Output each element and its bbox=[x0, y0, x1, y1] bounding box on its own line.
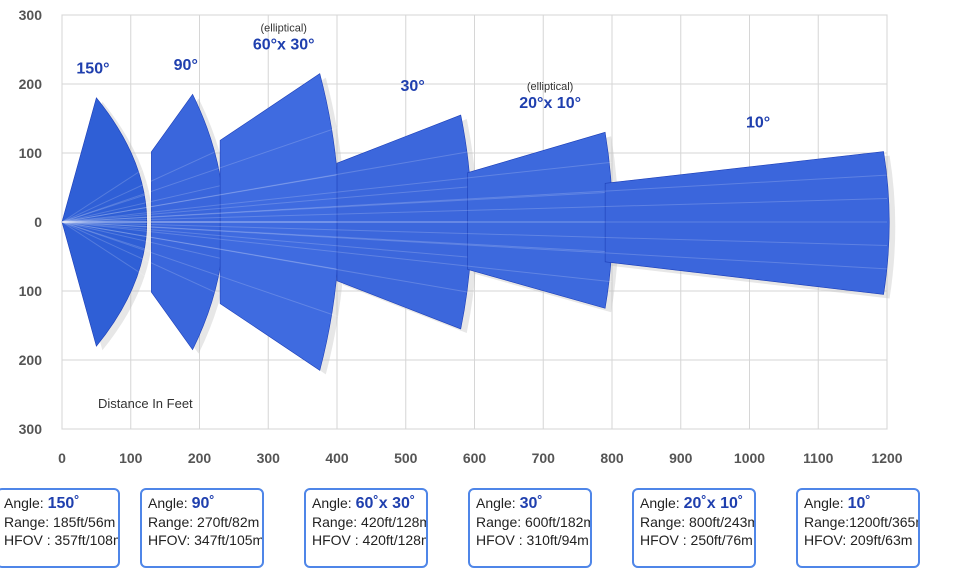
card-range: Range: 600ft/182m bbox=[476, 514, 592, 530]
spec-card-2: Angle: 60˚x 30˚ Range: 420ft/128m HFOV : 4… bbox=[304, 488, 428, 568]
x-axis: 0 100 200 300 400 500 600 700 800 900 1000 1100 1200 bbox=[58, 450, 903, 466]
x-tick-label: 100 bbox=[119, 450, 143, 466]
card-angle-value: 20˚x 10˚ bbox=[683, 495, 744, 512]
y-tick-label: 0 bbox=[34, 214, 42, 230]
beam-ray bbox=[61, 221, 888, 246]
card-angle-value: 150˚ bbox=[47, 495, 80, 512]
card-range: Range: 420ft/128m bbox=[312, 514, 428, 530]
card-angle-value: 90˚ bbox=[191, 495, 215, 512]
spec-card-0: Angle: 150˚ Range: 185ft/56m HFOV : 357ft/… bbox=[0, 488, 120, 568]
card-hfov: HFOV : 357ft/108m bbox=[4, 532, 120, 548]
x-tick-label: 400 bbox=[325, 450, 349, 466]
x-tick-label: 300 bbox=[257, 450, 281, 466]
card-angle-prefix: Angle: bbox=[804, 495, 848, 511]
card-angle: Angle: 150˚ bbox=[4, 494, 112, 513]
card-range: Range: 800ft/243m bbox=[640, 514, 756, 530]
card-angle-value: 30˚ bbox=[519, 495, 543, 512]
card-hfov: HFOV : 250ft/76m bbox=[640, 532, 753, 548]
x-tick-label: 800 bbox=[600, 450, 624, 466]
card-hfov: HFOV : 310ft/94m bbox=[476, 532, 589, 548]
beam-ray bbox=[61, 221, 475, 259]
beam-ray bbox=[61, 221, 351, 322]
card-angle: Angle: 90˚ bbox=[148, 494, 256, 513]
x-tick-label: 1000 bbox=[734, 450, 765, 466]
y-axis: 300 200 100 0 100 200 300 bbox=[19, 7, 43, 437]
card-range: Range:1200ft/365m bbox=[804, 514, 920, 530]
x-tick-label: 1200 bbox=[871, 450, 902, 466]
spec-card-1: Angle: 90˚ Range: 270ft/82m HFOV: 347ft/10… bbox=[140, 488, 264, 568]
beam-ray bbox=[61, 178, 248, 223]
beam-shapes bbox=[61, 73, 896, 375]
x-tick-label: 600 bbox=[463, 450, 487, 466]
beam-label-1: 90° bbox=[174, 57, 198, 74]
beam-label-3: 30° bbox=[401, 78, 425, 95]
card-angle-prefix: Angle: bbox=[640, 495, 684, 511]
x-tick-label: 200 bbox=[188, 450, 212, 466]
beam-5 bbox=[604, 151, 890, 295]
beam-ray bbox=[61, 136, 248, 223]
beam-ray bbox=[61, 150, 475, 223]
beam-label-4: 20°x 10° bbox=[519, 95, 581, 112]
x-tick-label: 700 bbox=[532, 450, 556, 466]
card-angle: Angle: 20˚x 10˚ bbox=[640, 494, 748, 513]
spec-card-4: Angle: 20˚x 10˚ Range: 800ft/243m HFOV : 2… bbox=[632, 488, 756, 568]
card-hfov: HFOV: 209ft/63m bbox=[804, 532, 913, 548]
card-angle-prefix: Angle: bbox=[476, 495, 520, 511]
beam-4 bbox=[467, 131, 613, 309]
beam-ray bbox=[61, 198, 888, 223]
x-tick-label: 900 bbox=[669, 450, 693, 466]
beam-ray bbox=[61, 221, 888, 270]
distance-caption: Distance In Feet bbox=[98, 396, 193, 411]
beam-0 bbox=[61, 97, 148, 347]
card-angle-value: 10˚ bbox=[847, 495, 871, 512]
beam-labels: 150° 90° 60°x 30° (elliptical) 30° 20°x 10° (e… bbox=[76, 23, 770, 132]
x-tick-label: 500 bbox=[394, 450, 418, 466]
beam-ray bbox=[61, 221, 613, 253]
beam-ray bbox=[61, 221, 475, 294]
beam-ray bbox=[61, 174, 888, 223]
beam-note-2: (elliptical) bbox=[260, 23, 306, 35]
beam-label-0: 150° bbox=[76, 61, 109, 78]
card-angle: Angle: 60˚x 30˚ bbox=[312, 494, 420, 513]
card-range: Range: 270ft/82m bbox=[148, 514, 260, 530]
card-range: Range: 185ft/56m bbox=[4, 514, 116, 530]
beam-ray bbox=[61, 122, 351, 223]
spec-card-5: Angle: 10˚ Range:1200ft/365m HFOV: 209ft/6… bbox=[796, 488, 920, 568]
y-tick-label: 300 bbox=[19, 421, 43, 437]
x-tick-label: 1100 bbox=[803, 450, 834, 466]
card-angle-prefix: Angle: bbox=[148, 495, 192, 511]
card-hfov: HFOV : 420ft/128m bbox=[312, 532, 428, 548]
y-tick-label: 200 bbox=[19, 352, 43, 368]
beam-label-2: 60°x 30° bbox=[253, 37, 315, 54]
beam-ray bbox=[61, 185, 475, 223]
y-tick-label: 100 bbox=[19, 145, 43, 161]
beam-ray bbox=[61, 221, 613, 283]
card-angle-value: 60˚x 30˚ bbox=[355, 495, 416, 512]
card-angle-prefix: Angle: bbox=[312, 495, 356, 511]
beam-ray bbox=[61, 221, 248, 266]
card-angle-prefix: Angle: bbox=[4, 495, 48, 511]
card-hfov: HFOV: 347ft/105m bbox=[148, 532, 264, 548]
beam-ray bbox=[61, 191, 613, 223]
beam-ray bbox=[61, 221, 351, 272]
x-tick-label: 0 bbox=[58, 450, 66, 466]
beam-label-5: 10° bbox=[746, 114, 770, 131]
y-tick-label: 100 bbox=[19, 283, 43, 299]
y-tick-label: 300 bbox=[19, 7, 43, 23]
beam-ray bbox=[61, 161, 613, 223]
spec-card-3: Angle: 30˚ Range: 600ft/182m HFOV : 310ft/… bbox=[468, 488, 592, 568]
y-tick-label: 200 bbox=[19, 76, 43, 92]
card-angle: Angle: 30˚ bbox=[476, 494, 584, 513]
card-angle: Angle: 10˚ bbox=[804, 494, 912, 513]
beam-ray bbox=[61, 172, 351, 223]
beam-ray bbox=[61, 221, 248, 308]
beam-note-4: (elliptical) bbox=[527, 81, 573, 93]
